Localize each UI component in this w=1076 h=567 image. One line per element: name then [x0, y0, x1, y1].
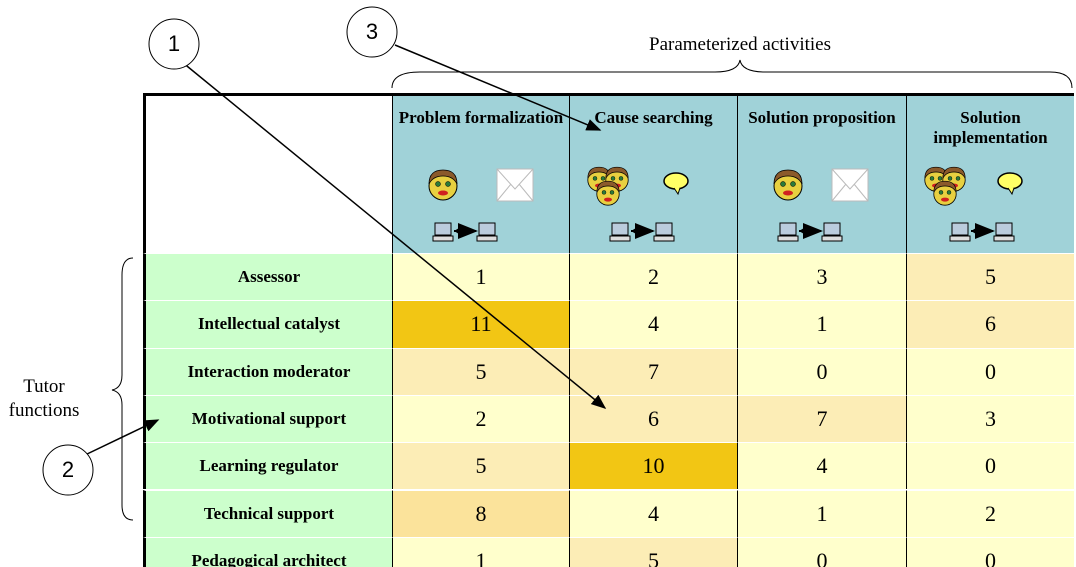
- table-cell: 4: [569, 300, 737, 348]
- row-header: Interaction moderator: [143, 347, 392, 395]
- table-cell: 7: [737, 394, 906, 443]
- callout-3: 3: [346, 6, 398, 58]
- table-cell: 0: [906, 536, 1074, 567]
- table-cell: 5: [392, 347, 569, 395]
- table-cell: 1: [392, 536, 569, 567]
- row-header: Motivational support: [143, 394, 392, 443]
- table: Problem formalization Cause searching Solu…: [143, 93, 1076, 567]
- row-header: Assessor: [143, 253, 392, 301]
- side-brace: [111, 257, 134, 521]
- table-cell: 7: [569, 347, 737, 395]
- column-header: Solution implementation: [906, 93, 1074, 253]
- row-header: Learning regulator: [143, 442, 392, 490]
- arrow-1: [181, 61, 607, 409]
- table-cell: 5: [569, 536, 737, 567]
- table-cell: 5: [392, 442, 569, 490]
- side-label: Tutor functions: [8, 376, 80, 421]
- table-cell: 1: [392, 253, 569, 301]
- arrow-3: [394, 44, 602, 131]
- table-cell: 8: [392, 489, 569, 537]
- table-cell: 6: [906, 300, 1074, 348]
- top-brace: [391, 59, 1073, 89]
- table-cell: 1: [737, 300, 906, 348]
- row-header: Technical support: [143, 489, 392, 537]
- row-header: Intellectual catalyst: [143, 300, 392, 348]
- callout-number: 2: [62, 457, 74, 482]
- row-header: Pedagogical architect: [143, 536, 392, 567]
- callout-2: 2: [42, 444, 94, 496]
- table-cell: 3: [737, 253, 906, 301]
- table-cell: 0: [737, 536, 906, 567]
- corner-cell: [143, 93, 392, 253]
- table-cell: 2: [392, 394, 569, 443]
- table-cell: 2: [906, 489, 1074, 537]
- table-cell: 0: [906, 347, 1074, 395]
- table-cell: 0: [906, 442, 1074, 490]
- callout-number: 3: [366, 19, 378, 44]
- activities-title: Parameterized activities: [649, 34, 831, 55]
- callout-1: 1: [148, 18, 200, 70]
- table-cell: 11: [392, 300, 569, 348]
- header-icons: [428, 167, 1023, 241]
- table-cell: 1: [737, 489, 906, 537]
- table-cell: 0: [737, 347, 906, 395]
- table-cell: 5: [906, 253, 1074, 301]
- table-cell: 2: [569, 253, 737, 301]
- table-cell: 3: [906, 394, 1074, 443]
- column-header: Problem formalization: [392, 93, 569, 253]
- column-header: Solution proposition: [737, 93, 906, 253]
- table-cell: 4: [569, 489, 737, 537]
- callout-number: 1: [168, 31, 180, 56]
- arrow-2: [84, 419, 160, 456]
- table-cell: 4: [737, 442, 906, 490]
- table-cell: 10: [569, 442, 737, 490]
